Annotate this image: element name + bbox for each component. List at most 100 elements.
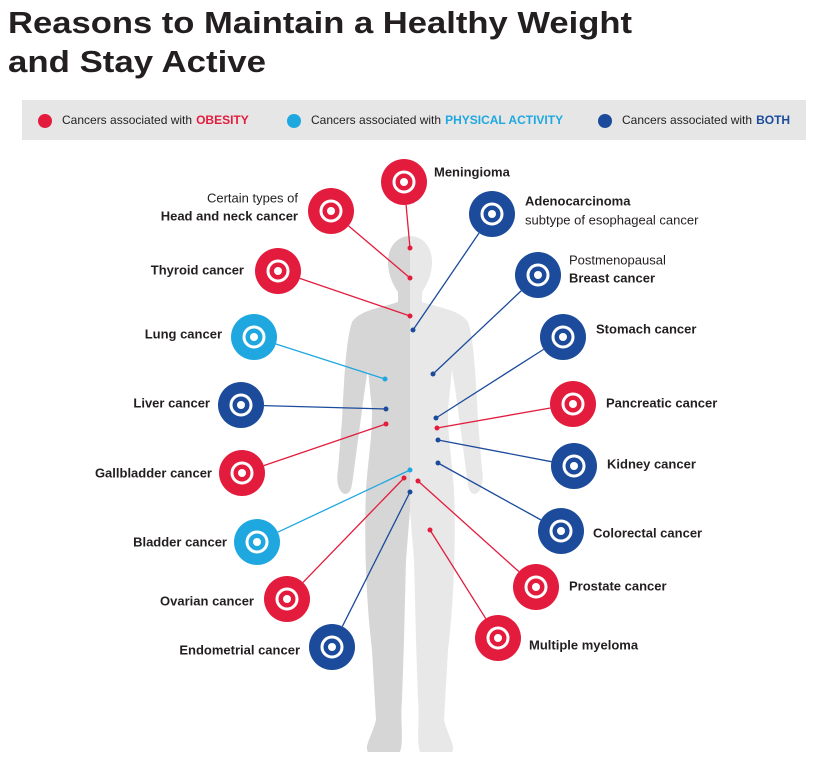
legend-emphasis: OBESITY: [196, 113, 249, 127]
connector: [412, 232, 480, 331]
connector-dot: [401, 475, 407, 481]
icon-glyph: [266, 259, 290, 283]
icon-glyph: [524, 575, 548, 599]
connector: [299, 277, 411, 317]
node-label: Multiple myeloma: [529, 637, 639, 652]
icon-glyph-core: [274, 267, 282, 275]
node-label: Ovarian cancer: [160, 593, 254, 608]
legend-dot: [287, 114, 301, 128]
connector-dot: [435, 460, 441, 466]
connector-dot: [430, 371, 436, 377]
body-right: [410, 236, 483, 752]
node-label: Prostate cancer: [569, 578, 667, 593]
title-line: Reasons to Maintain a Healthy Weight: [8, 5, 632, 40]
icon-glyph-core: [569, 400, 577, 408]
icon-glyph: [551, 325, 575, 349]
legend-text: Cancers associated with PHYSICAL ACTIVITY: [311, 113, 563, 127]
icon-glyph: [275, 587, 299, 611]
connector: [302, 477, 405, 583]
connector: [437, 439, 552, 463]
connector-dot: [407, 275, 413, 281]
icon-glyph: [486, 626, 510, 650]
connector: [277, 469, 411, 533]
connector: [263, 423, 387, 467]
connector: [348, 225, 411, 279]
node-note: Certain types of: [207, 190, 298, 205]
icon-glyph-core: [559, 333, 567, 341]
connector: [405, 204, 411, 249]
connector-dot: [410, 327, 416, 333]
icon-glyph-core: [488, 210, 496, 218]
icon-glyph: [320, 635, 344, 659]
icon-glyph-core: [570, 462, 578, 470]
icon-glyph-core: [534, 271, 542, 279]
connector-dot: [415, 478, 421, 484]
icon-glyph-core: [494, 634, 502, 642]
connector-dot: [407, 489, 413, 495]
icon-glyph-core: [250, 333, 258, 341]
legend-prefix: Cancers associated with: [311, 113, 441, 127]
icon-glyph: [561, 392, 585, 416]
connector-dot: [383, 406, 389, 412]
node-label: Head and neck cancer: [161, 208, 298, 223]
icon-glyph-core: [237, 401, 245, 409]
node-label: Colorectal cancer: [593, 525, 702, 540]
connector: [275, 343, 386, 380]
icon-glyph: [480, 202, 504, 226]
connector-dot: [435, 437, 441, 443]
icon-glyph: [245, 530, 269, 554]
icon-glyph-core: [253, 538, 261, 546]
icon-glyph-core: [400, 178, 408, 186]
legend-emphasis: BOTH: [756, 113, 790, 127]
icon-glyph-core: [283, 595, 291, 603]
node-label: Bladder cancer: [133, 534, 227, 549]
connector-dot: [407, 313, 413, 319]
node-label: Endometrial cancer: [179, 642, 300, 657]
legend-dot: [38, 114, 52, 128]
legend-prefix: Cancers associated with: [622, 113, 752, 127]
icon-glyph: [229, 393, 253, 417]
icon-glyph: [230, 461, 254, 485]
connector: [432, 290, 522, 375]
legend-emphasis: PHYSICAL ACTIVITY: [445, 113, 563, 127]
node-label: Liver cancer: [133, 395, 210, 410]
icon-glyph-core: [327, 207, 335, 215]
icon-glyph-core: [557, 527, 565, 535]
connector: [341, 491, 411, 627]
legend-text: Cancers associated with OBESITY: [62, 113, 249, 127]
connector-dot: [427, 527, 433, 533]
node-label: Pancreatic cancer: [606, 395, 717, 410]
connector-dot: [433, 415, 439, 421]
icon-glyph: [526, 263, 550, 287]
node-note: subtype of esophageal cancer: [525, 212, 699, 227]
connector-dot: [434, 425, 440, 431]
icon-glyph: [562, 454, 586, 478]
connector: [429, 529, 487, 619]
body-left: [337, 236, 410, 752]
icon-glyph-core: [238, 469, 246, 477]
connector: [417, 480, 520, 573]
node-note: Postmenopausal: [569, 252, 666, 267]
icon-glyph-core: [532, 583, 540, 591]
legend-dot: [598, 114, 612, 128]
connector: [436, 407, 551, 429]
connector: [437, 462, 542, 521]
icon-glyph: [392, 170, 416, 194]
node-label: Meningioma: [434, 164, 511, 179]
node-label: Stomach cancer: [596, 321, 696, 336]
node-label: Lung cancer: [145, 326, 222, 341]
node-label: Adenocarcinoma: [525, 193, 631, 208]
legend-bar: [22, 100, 806, 140]
icon-glyph: [319, 199, 343, 223]
connector-dot: [382, 376, 388, 382]
connector-dot: [407, 245, 413, 251]
connector: [435, 348, 544, 419]
node-label: Kidney cancer: [607, 456, 696, 471]
icon-glyph-core: [328, 643, 336, 651]
legend-text: Cancers associated with BOTH: [622, 113, 790, 127]
icon-glyph: [242, 325, 266, 349]
title-line: and Stay Active: [8, 44, 266, 79]
node-label: Breast cancer: [569, 270, 655, 285]
node-label: Thyroid cancer: [151, 262, 244, 277]
